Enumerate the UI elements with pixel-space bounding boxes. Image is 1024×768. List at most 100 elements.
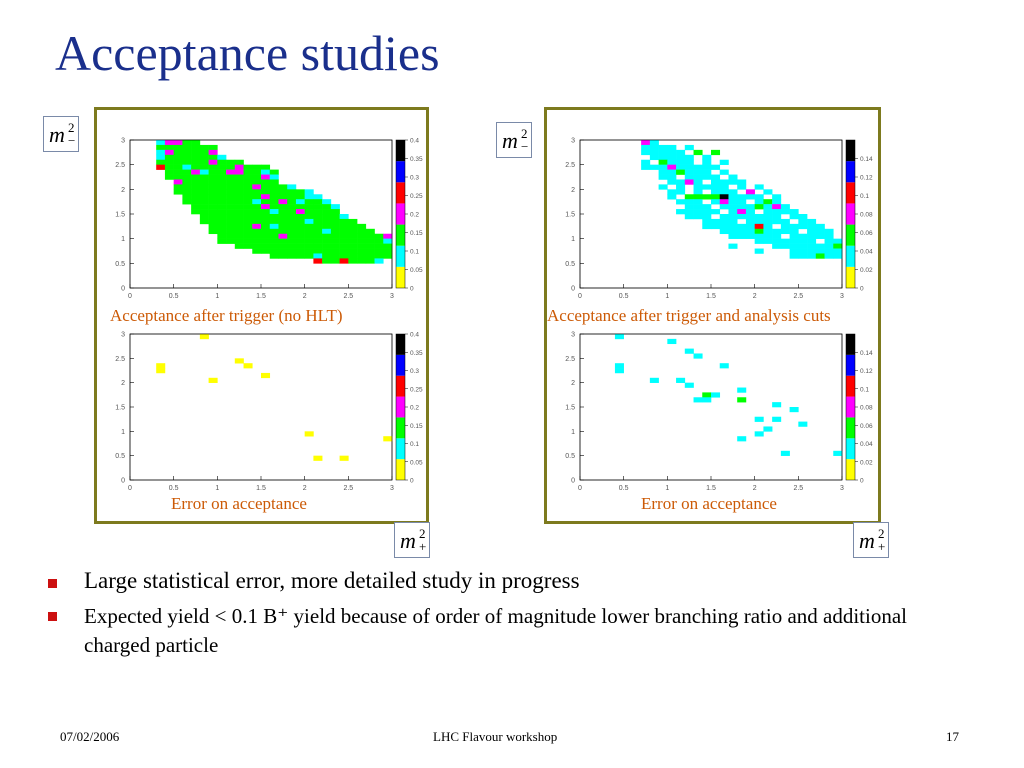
heatmap-cell bbox=[234, 169, 244, 175]
heatmap-cell bbox=[745, 218, 755, 225]
x-tick-label: 0.5 bbox=[169, 293, 179, 300]
z-tick-label: 0.35 bbox=[410, 350, 423, 357]
heatmap-cell bbox=[348, 223, 358, 230]
heatmap-cell bbox=[261, 243, 271, 249]
heatmap-cell bbox=[182, 154, 192, 161]
heatmap-cell bbox=[737, 209, 747, 215]
heatmap-cell bbox=[348, 228, 358, 235]
heatmap-cell bbox=[199, 214, 209, 220]
heatmap-cell bbox=[313, 455, 323, 461]
heatmap-cell bbox=[763, 223, 773, 230]
heatmap-cell bbox=[789, 238, 799, 244]
heatmap-cell bbox=[745, 204, 755, 210]
heatmap-cell bbox=[252, 189, 262, 195]
z-tick-label: 0.2 bbox=[410, 405, 419, 412]
heatmap-cell bbox=[833, 253, 843, 259]
heatmap-cell bbox=[313, 238, 323, 244]
heatmap-cell bbox=[658, 154, 668, 161]
heatmap-cell bbox=[330, 228, 340, 235]
heatmap-cell bbox=[824, 238, 834, 244]
y-tick-label: 1.5 bbox=[565, 405, 575, 412]
heatmap-cell bbox=[173, 149, 183, 156]
heatmap-cell bbox=[217, 159, 227, 165]
heatmap-cell bbox=[658, 164, 668, 170]
heatmap-cell bbox=[313, 204, 323, 210]
heatmap-cell bbox=[173, 174, 183, 180]
heatmap-cell bbox=[173, 159, 183, 165]
heatmap-cell bbox=[304, 209, 314, 215]
heatmap-cell bbox=[330, 204, 340, 210]
heatmap-cell bbox=[269, 204, 279, 210]
bullet-text: Large statistical error, more detailed s… bbox=[84, 568, 580, 593]
heatmap-cell bbox=[322, 214, 332, 220]
heatmap-cell bbox=[252, 218, 262, 225]
heatmap-cell bbox=[807, 233, 817, 239]
heatmap-cell bbox=[702, 204, 712, 210]
color-scale-segment bbox=[396, 438, 405, 460]
heatmap-cell bbox=[313, 228, 323, 235]
heatmap-cell bbox=[339, 214, 349, 220]
heatmap-cell bbox=[322, 199, 332, 205]
m-symbol: m bbox=[859, 528, 875, 553]
heatmap-cell bbox=[719, 218, 729, 225]
heatmap-cell bbox=[226, 223, 236, 230]
y-tick-label: 1 bbox=[121, 236, 125, 243]
m-superscript: 2 bbox=[521, 126, 528, 141]
heatmap-cell bbox=[191, 154, 201, 161]
heatmap-cell bbox=[295, 194, 305, 200]
heatmap-cell bbox=[357, 233, 367, 239]
heatmap-cell bbox=[339, 455, 349, 461]
m-superscript: 2 bbox=[419, 526, 426, 541]
heatmap-cell bbox=[322, 233, 332, 239]
heatmap-cell bbox=[173, 189, 183, 195]
x-tick-label: 1 bbox=[665, 293, 669, 300]
x-tick-label: 0.5 bbox=[619, 485, 629, 492]
heatmap-cell bbox=[278, 209, 288, 215]
heatmap-cell bbox=[173, 140, 183, 146]
heatmap-cell bbox=[199, 149, 209, 156]
x-tick-label: 1 bbox=[665, 485, 669, 492]
heatmap-cell bbox=[383, 233, 393, 239]
heatmap-cell bbox=[711, 218, 721, 225]
heatmap-cell bbox=[322, 243, 332, 249]
heatmap-cell bbox=[226, 218, 236, 225]
heatmap-cell bbox=[304, 194, 314, 200]
heatmap-cell bbox=[234, 179, 244, 185]
footer-page-number: 17 bbox=[946, 729, 959, 744]
heatmap-cell bbox=[182, 199, 192, 205]
heatmap-cell bbox=[745, 228, 755, 235]
footer-event: LHC Flavour workshop bbox=[433, 729, 558, 744]
heatmap-cell bbox=[182, 149, 192, 156]
heatmap-cell bbox=[191, 174, 201, 180]
heatmap-cell bbox=[728, 204, 738, 210]
heatmap-cell bbox=[261, 204, 271, 210]
heatmap-cell bbox=[278, 248, 288, 254]
heatmap-cell bbox=[269, 189, 279, 195]
m-subscript: − bbox=[68, 133, 76, 148]
heatmap-cell bbox=[728, 174, 738, 180]
heatmap-cell bbox=[789, 223, 799, 230]
caption-error-left: Error on acceptance bbox=[171, 494, 307, 513]
y-tick-label: 2 bbox=[121, 187, 125, 194]
heatmap-cell bbox=[243, 184, 253, 190]
heatmap-cell bbox=[156, 144, 166, 151]
heatmap-cell bbox=[763, 189, 773, 195]
heatmap-cell bbox=[182, 169, 192, 175]
color-scale-segment bbox=[396, 334, 405, 355]
heatmap-cell bbox=[772, 214, 782, 220]
y-tick-label: 3 bbox=[571, 138, 575, 145]
heatmap-cell bbox=[278, 238, 288, 244]
heatmap-cell bbox=[269, 218, 279, 225]
heatmap-cell bbox=[737, 228, 747, 235]
heatmap-cell bbox=[217, 204, 227, 210]
heatmap-cell bbox=[684, 199, 694, 205]
heatmap-cell bbox=[243, 199, 253, 205]
color-scale-segment bbox=[846, 203, 855, 225]
x-tick-label: 0.5 bbox=[619, 293, 629, 300]
heatmap-cell bbox=[780, 204, 790, 210]
heatmap-cell bbox=[833, 248, 843, 254]
heatmap-cell bbox=[728, 179, 738, 185]
heatmap-cell bbox=[798, 214, 808, 220]
heatmap-cell bbox=[304, 238, 314, 244]
heatmap-cell bbox=[330, 218, 340, 225]
